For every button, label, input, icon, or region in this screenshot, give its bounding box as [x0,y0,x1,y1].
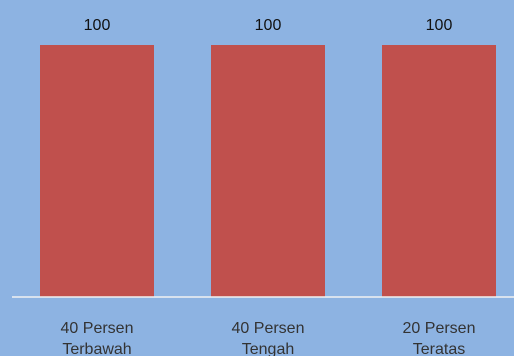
category-label-line: 20 Persen [403,320,476,337]
data-label-2: 100 [255,17,282,34]
category-label-line: 40 Persen [61,320,134,337]
data-label-3: 100 [426,17,453,34]
category-label-line: Tengah [242,341,295,356]
category-label-1: 40 Persen Terbawah [61,320,134,356]
bar-group [40,45,496,297]
bar-3 [382,45,496,297]
category-label-2: 40 Persen Tengah [232,320,305,356]
category-label-3: 20 Persen Teratas [403,320,476,356]
category-label-line: 40 Persen [232,320,305,337]
category-label-line: Terbawah [62,341,131,356]
bar-1 [40,45,154,297]
bar-2 [211,45,325,297]
category-label-line: Teratas [413,341,465,356]
data-label-1: 100 [84,17,111,34]
label-group: 100 40 Persen Terbawah 100 40 Persen Tengah 10… [61,17,476,356]
